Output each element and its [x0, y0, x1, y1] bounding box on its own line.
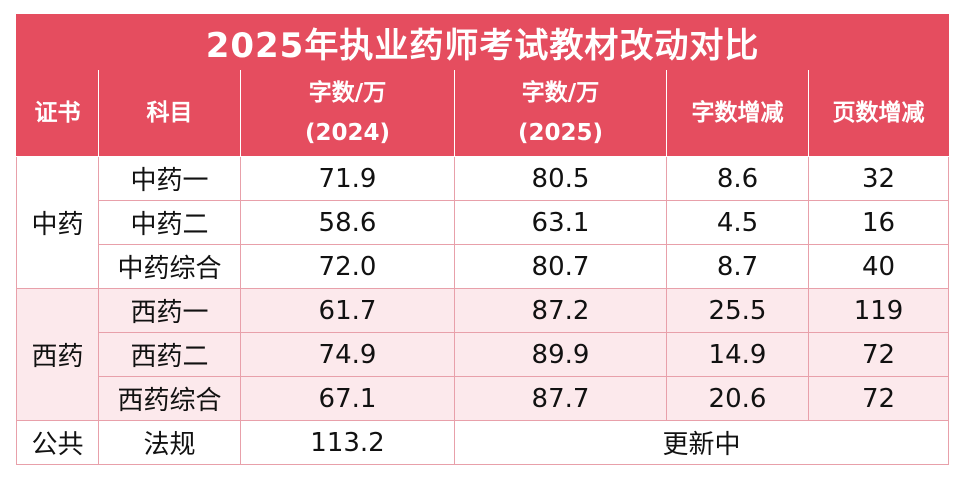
cell-subject: 中药一 [98, 156, 241, 201]
cell-words-2024: 67.1 [240, 376, 455, 421]
comparison-table: 2025年执业药师考试教材改动对比 证书 科目 字数/万 (2024) 字数/万… [15, 14, 950, 465]
cell-words-2025: 89.9 [454, 332, 667, 377]
table-row: 中药综合 72.0 80.7 8.7 40 [17, 244, 950, 289]
header-cert: 证书 [16, 69, 99, 157]
cell-page-change: 32 [807, 156, 950, 201]
header-words-2024: 字数/万 (2024) [240, 69, 455, 157]
cell-word-change: 4.5 [666, 200, 809, 245]
cell-words-2024: 71.9 [240, 156, 455, 201]
header-words-2025: 字数/万 (2025) [454, 69, 667, 157]
cell-subject: 西药综合 [98, 376, 241, 421]
group-cn: 中药 [16, 156, 99, 289]
cell-subject: 中药二 [98, 200, 241, 245]
table-row: 西药综合 67.1 87.7 20.6 72 [17, 376, 950, 421]
cell-page-change: 16 [807, 200, 950, 245]
cell-subject: 法规 [98, 420, 241, 465]
cell-word-change: 8.6 [666, 156, 809, 201]
cell-words-2024: 61.7 [240, 288, 455, 333]
table-title: 2025年执业药师考试教材改动对比 [15, 14, 950, 70]
cell-words-2025: 63.1 [454, 200, 667, 245]
table-row: 中药 中药一 71.9 80.5 8.6 32 [16, 156, 950, 289]
cell-words-2025: 87.7 [454, 376, 667, 421]
header-page-change: 页数增减 [807, 69, 950, 157]
header-words-2024-line2: (2024) [304, 120, 391, 146]
table-row: 西药二 74.9 89.9 14.9 72 [17, 332, 950, 377]
cell-words-2024: 113.2 [240, 420, 455, 465]
group-west: 西药 [16, 288, 99, 421]
cell-word-change: 20.6 [666, 376, 809, 421]
group-pub: 公共 [16, 420, 99, 465]
cell-words-2025: 87.2 [454, 288, 667, 333]
cell-subject: 西药一 [98, 288, 241, 333]
comparison-table-container: 2025年执业药师考试教材改动对比 证书 科目 字数/万 (2024) 字数/万… [15, 14, 950, 467]
header-words-2025-line2: (2025) [517, 120, 604, 146]
cell-page-change: 72 [807, 332, 950, 377]
cell-words-2024: 74.9 [240, 332, 455, 377]
header-subject: 科目 [98, 69, 241, 157]
cell-subject: 西药二 [98, 332, 241, 377]
cell-words-2024: 72.0 [240, 244, 455, 289]
cell-words-2025: 80.5 [454, 156, 667, 201]
cell-words-2025: 80.7 [454, 244, 667, 289]
cell-page-change: 119 [807, 288, 950, 333]
header-word-change: 字数增减 [666, 69, 809, 157]
header-words-2024-line1: 字数/万 [308, 80, 387, 106]
cell-subject: 中药综合 [98, 244, 241, 289]
cell-page-change: 72 [807, 376, 950, 421]
cell-word-change: 25.5 [666, 288, 809, 333]
header-words-2025-line1: 字数/万 [521, 80, 600, 106]
table-row: 中药二 58.6 63.1 4.5 16 [17, 200, 950, 245]
table-row: 西药 西药一 61.7 87.2 25.5 119 [16, 288, 950, 421]
table-row: 公共 法规 113.2 更新中 [16, 420, 950, 465]
cell-word-change: 8.7 [666, 244, 809, 289]
cell-page-change: 40 [807, 244, 950, 289]
cell-word-change: 14.9 [666, 332, 809, 377]
cell-status: 更新中 [453, 420, 950, 465]
cell-words-2024: 58.6 [240, 200, 455, 245]
